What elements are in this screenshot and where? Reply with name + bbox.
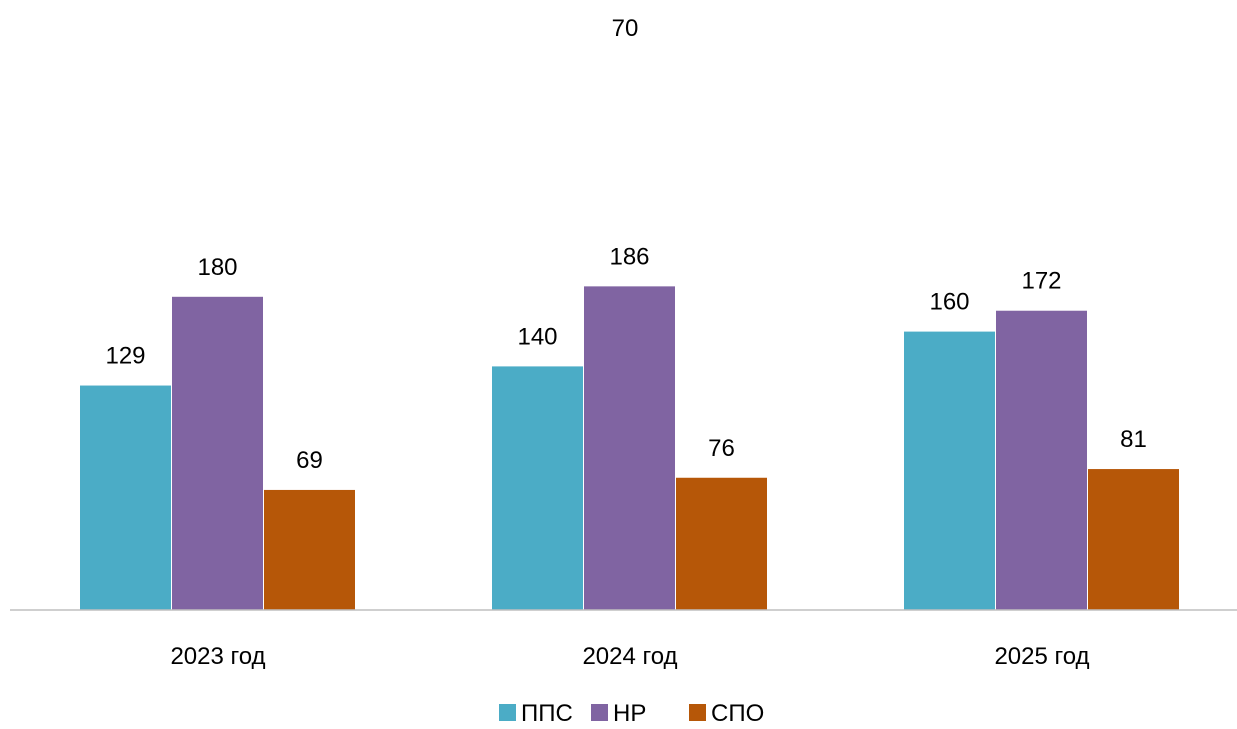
- value-label: 180: [197, 254, 237, 281]
- value-label: 81: [1120, 426, 1147, 453]
- bar-НР-1: [172, 296, 263, 610]
- bar-СПО-3: [1088, 469, 1179, 610]
- bars-group: [80, 286, 1179, 610]
- bar-СПО-2: [676, 477, 767, 610]
- legend-label: СПО: [711, 700, 764, 724]
- category-label: 2025 год: [994, 643, 1089, 670]
- value-label: 129: [105, 343, 145, 370]
- legend-swatch: [591, 704, 608, 721]
- legend-label: НР: [613, 700, 646, 724]
- value-label: 172: [1021, 268, 1061, 295]
- category-labels-group: 2023 год 2024 год 2025 год: [170, 643, 1089, 670]
- value-label: 76: [708, 435, 735, 462]
- category-label: 2023 год: [170, 643, 265, 670]
- value-label: 160: [929, 289, 969, 316]
- legend-label: ППС: [521, 700, 573, 724]
- bar-ППС-2: [492, 366, 583, 610]
- legend-swatch: [499, 704, 516, 721]
- bar-ППС-1: [80, 385, 171, 610]
- value-label: 69: [296, 447, 323, 474]
- bar-СПО-1: [264, 489, 355, 610]
- value-labels-group: 129 180 69 140 186 76 160 172 81: [105, 243, 1146, 474]
- bar-ППС-3: [904, 331, 995, 610]
- legend-swatch: [689, 704, 706, 721]
- value-label: 186: [609, 243, 649, 270]
- legend: ППС НР СПО: [499, 700, 764, 727]
- category-label: 2024 год: [582, 643, 677, 670]
- top-label: 70: [612, 15, 639, 42]
- bar-НР-2: [584, 286, 675, 610]
- bar-НР-3: [996, 310, 1087, 610]
- value-label: 140: [517, 323, 557, 350]
